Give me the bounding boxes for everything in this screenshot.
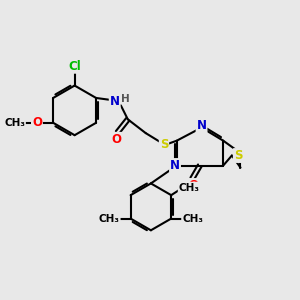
Text: CH₃: CH₃: [178, 183, 200, 193]
Text: O: O: [32, 116, 42, 129]
Text: N: N: [170, 159, 180, 172]
Text: CH₃: CH₃: [99, 214, 120, 224]
Text: O: O: [111, 133, 122, 146]
Text: N: N: [196, 119, 207, 132]
Text: CH₃: CH₃: [4, 118, 25, 128]
Text: N: N: [110, 95, 120, 108]
Text: CH₃: CH₃: [182, 214, 203, 224]
Text: S: S: [234, 149, 242, 162]
Text: H: H: [121, 94, 129, 104]
Text: O: O: [188, 179, 198, 192]
Text: S: S: [160, 138, 168, 151]
Text: Cl: Cl: [68, 60, 81, 73]
